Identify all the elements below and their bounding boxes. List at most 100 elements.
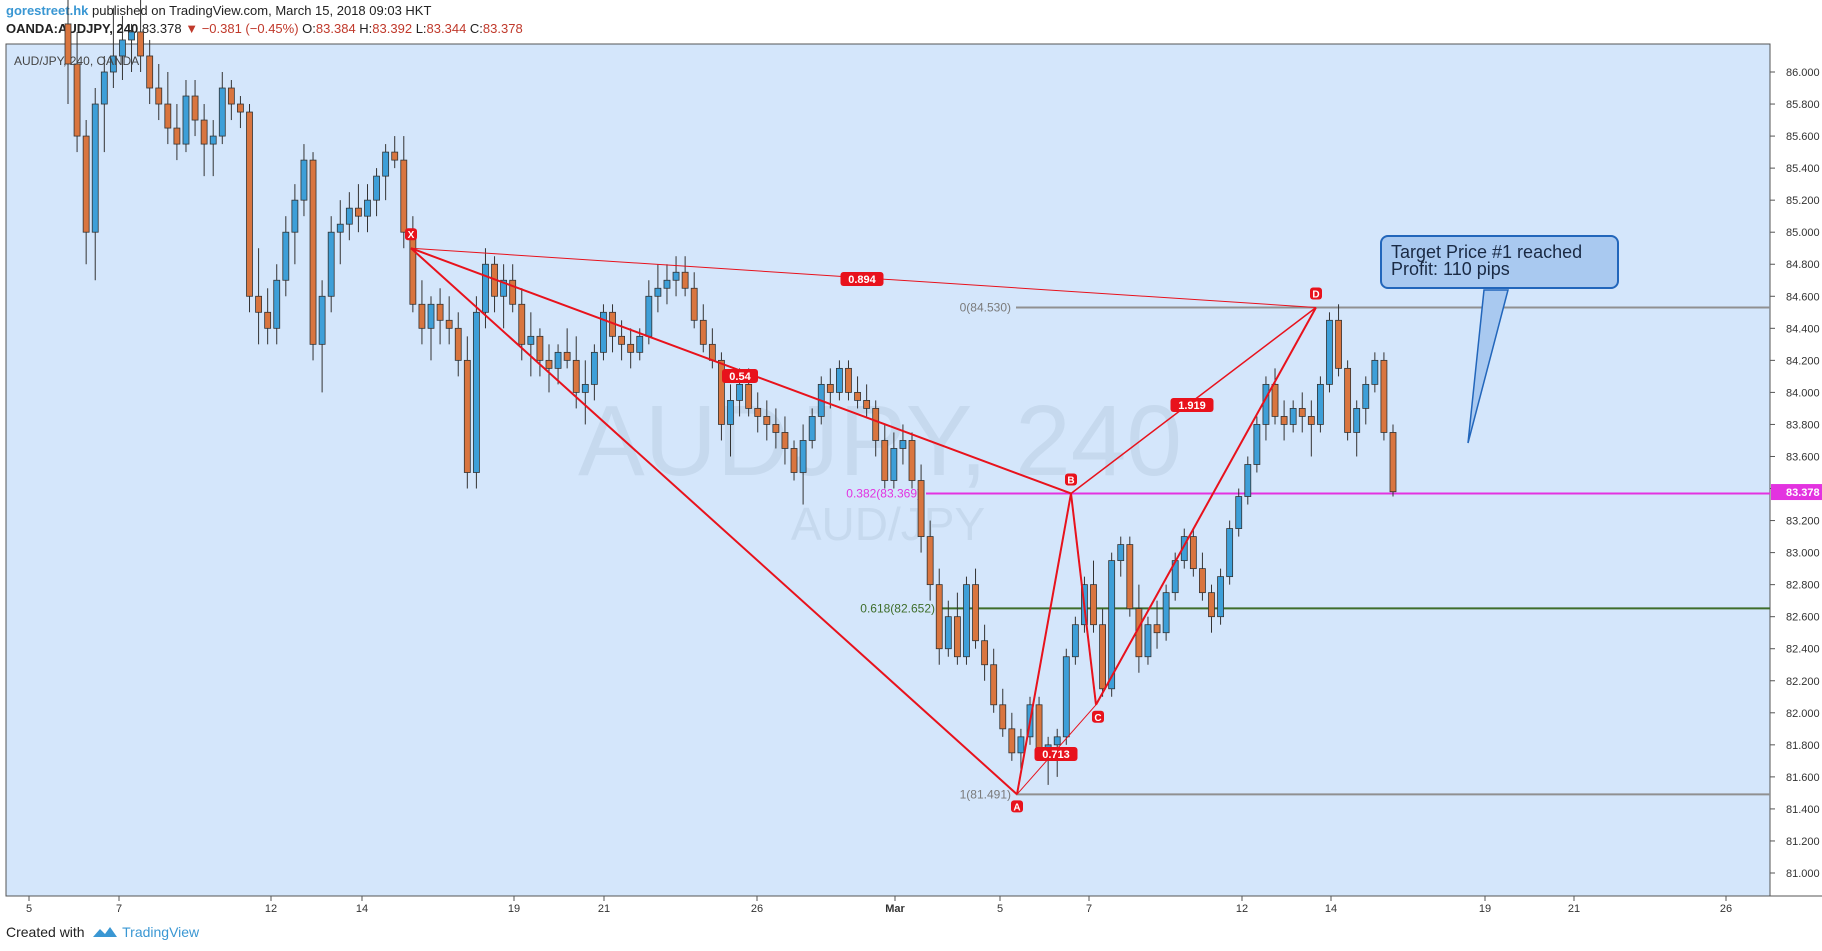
candle-body bbox=[345, 207, 353, 225]
candle-body bbox=[355, 207, 362, 217]
chart-legend: AUD/JPY, 240, OANDA bbox=[14, 54, 139, 68]
candle-body bbox=[554, 351, 562, 369]
candle-body bbox=[545, 359, 553, 369]
candle-body bbox=[155, 87, 163, 105]
candle-body bbox=[418, 303, 426, 329]
y-tick-label: 81.600 bbox=[1786, 772, 1820, 784]
callout-line2: Profit: 110 pips bbox=[1391, 259, 1510, 279]
y-tick-label: 83.600 bbox=[1786, 451, 1820, 463]
low-label: L: bbox=[415, 21, 427, 36]
y-tick-label: 82.800 bbox=[1786, 580, 1820, 592]
candle-body bbox=[863, 400, 871, 409]
candle-body bbox=[1090, 584, 1097, 626]
candle-body bbox=[727, 400, 734, 425]
candle-body bbox=[690, 287, 698, 321]
candle-body bbox=[1335, 319, 1342, 369]
candle-body bbox=[590, 351, 598, 385]
candle-body bbox=[318, 295, 326, 345]
candle-body bbox=[119, 39, 126, 57]
candle-body bbox=[645, 295, 653, 337]
x-tick-label: 14 bbox=[356, 903, 368, 915]
candle-body bbox=[1307, 416, 1315, 425]
tradingview-link[interactable]: TradingView bbox=[122, 924, 200, 940]
x-tick-label: 12 bbox=[1236, 903, 1248, 915]
candle-body bbox=[264, 311, 272, 329]
candle-body bbox=[681, 271, 689, 289]
candle-body bbox=[836, 367, 843, 393]
candle-body bbox=[1099, 624, 1106, 690]
candle-body bbox=[1389, 432, 1397, 493]
fib-level-label: 0(84.530) bbox=[960, 300, 1011, 314]
candle-body bbox=[309, 159, 317, 345]
candle-body bbox=[427, 303, 435, 329]
x-tick-label: 12 bbox=[265, 903, 277, 915]
x-tick-label: 5 bbox=[997, 903, 1003, 915]
leg-ab bbox=[1016, 493, 1072, 795]
symbol-label[interactable]: OANDA:AUDJPY, 240 bbox=[6, 21, 139, 36]
candle-body bbox=[627, 343, 635, 353]
candle-body bbox=[935, 584, 943, 650]
candle-body bbox=[300, 159, 308, 201]
symbol-info: OANDA:AUDJPY, 240 83.378 ▼ −0.381 (−0.45… bbox=[6, 21, 523, 36]
candle-body bbox=[636, 335, 644, 353]
x-tick-label: Mar bbox=[885, 903, 905, 915]
fib-levels: 0(84.530) 0.382(83.369) 0.618(82.652) 1(81.… bbox=[846, 300, 1770, 801]
candle-body bbox=[1053, 736, 1061, 746]
candle-body bbox=[872, 408, 880, 441]
candle-body bbox=[1271, 383, 1279, 417]
candle-body bbox=[1162, 592, 1170, 634]
candle-body bbox=[500, 279, 508, 297]
candle-body bbox=[282, 231, 290, 281]
candle-body bbox=[1362, 383, 1370, 409]
candle-body bbox=[563, 351, 571, 361]
y-tick-label: 82.000 bbox=[1786, 708, 1820, 720]
candle-body bbox=[1371, 359, 1379, 385]
y-tick-label: 84.600 bbox=[1786, 291, 1820, 303]
ratio-label: 0.894 bbox=[848, 274, 876, 286]
target-callout: Target Price #1 reached Profit: 110 pips bbox=[1380, 235, 1619, 444]
candle-body bbox=[64, 23, 72, 65]
ratio-badge bbox=[1170, 398, 1214, 412]
y-tick-label: 85.200 bbox=[1786, 195, 1820, 207]
low-value: 83.344 bbox=[426, 21, 467, 36]
price-axis[interactable]: 86.000 85.800 85.600 85.400 85.200 85.000 84.8… bbox=[1770, 67, 1822, 880]
candle-body bbox=[845, 367, 852, 393]
candles bbox=[64, 0, 1397, 785]
y-tick-label: 84.200 bbox=[1786, 355, 1820, 367]
pattern-point-badge bbox=[405, 228, 417, 241]
candle-body bbox=[391, 151, 399, 161]
pattern-point-label: D bbox=[1312, 289, 1319, 300]
candle-body bbox=[1253, 424, 1261, 465]
leg-bc bbox=[1070, 493, 1097, 705]
x-tick-label: 19 bbox=[508, 903, 520, 915]
candle-body bbox=[972, 584, 979, 642]
candle-body bbox=[109, 55, 117, 73]
pattern-point-label: A bbox=[1013, 802, 1020, 813]
candle-body bbox=[518, 303, 526, 345]
x-tick-label: 5 bbox=[26, 903, 32, 915]
y-tick-label: 83.000 bbox=[1786, 548, 1820, 560]
candle-body bbox=[772, 424, 780, 433]
candle-body bbox=[291, 199, 299, 233]
callout-box bbox=[1380, 235, 1619, 289]
fib-level-label: 1(81.491) bbox=[960, 787, 1011, 801]
candle-body bbox=[672, 271, 680, 281]
candle-body bbox=[536, 335, 544, 361]
ratio-label: 0.54 bbox=[729, 371, 751, 383]
candle-body bbox=[1244, 464, 1252, 497]
candle-body bbox=[808, 416, 816, 441]
candle-body bbox=[600, 311, 607, 353]
candle-body bbox=[999, 704, 1007, 730]
time-axis[interactable]: 5 7 12 14 19 21 26 Mar 5 7 12 14 19 21 26 bbox=[26, 896, 1732, 915]
candle-body bbox=[364, 199, 371, 217]
candle-body bbox=[881, 440, 889, 481]
pattern-point-badge bbox=[1310, 287, 1322, 300]
ratio-badge bbox=[722, 369, 758, 383]
candle-body bbox=[463, 359, 471, 473]
candle-body bbox=[1153, 624, 1161, 634]
x-tick-label: 7 bbox=[1086, 903, 1092, 915]
tradingview-logo-icon bbox=[93, 927, 118, 937]
callout-line1: Target Price #1 reached bbox=[1391, 242, 1582, 262]
candle-body bbox=[790, 448, 798, 473]
